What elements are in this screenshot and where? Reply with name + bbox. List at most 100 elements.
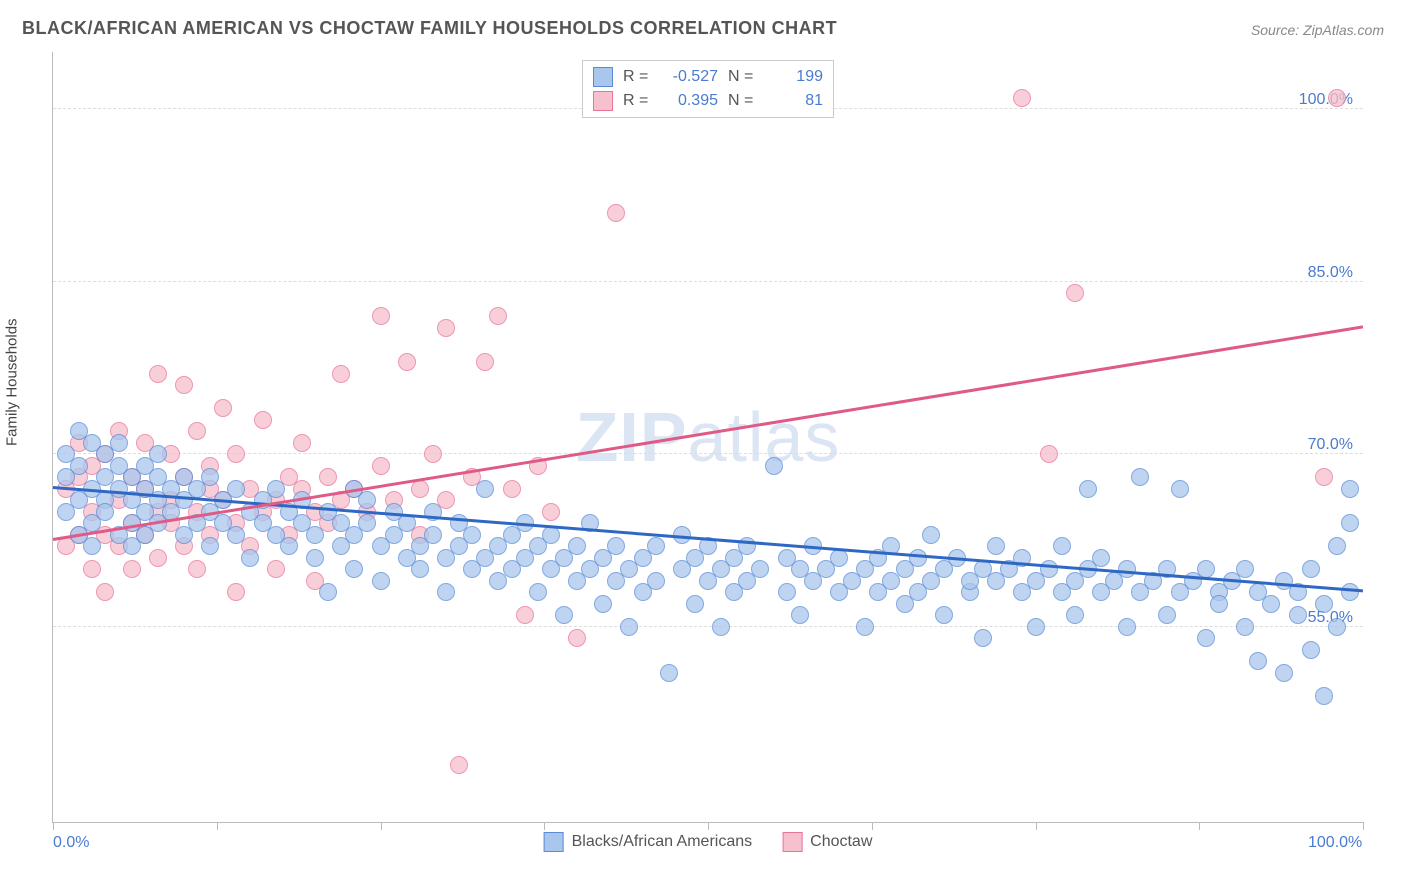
scatter-point-blue [358, 514, 376, 532]
x-tick-label: 100.0% [1308, 834, 1362, 852]
scatter-point-blue [1118, 560, 1136, 578]
y-tick-label: 70.0% [1308, 436, 1353, 454]
scatter-point-pink [1315, 468, 1333, 486]
scatter-point-pink [1040, 445, 1058, 463]
scatter-point-blue [620, 618, 638, 636]
stat-r-value: -0.527 [663, 68, 718, 86]
legend-swatch-blue [544, 832, 564, 852]
scatter-point-blue [411, 560, 429, 578]
scatter-point-blue [1197, 560, 1215, 578]
stat-r-value: 0.395 [663, 92, 718, 110]
scatter-point-blue [751, 560, 769, 578]
scatter-point-blue [1289, 606, 1307, 624]
scatter-point-blue [1197, 629, 1215, 647]
scatter-point-blue [1341, 514, 1359, 532]
scatter-point-pink [516, 606, 534, 624]
scatter-point-blue [594, 595, 612, 613]
scatter-point-blue [987, 537, 1005, 555]
scatter-point-pink [83, 560, 101, 578]
x-tick [53, 822, 54, 830]
stat-n-value: 81 [768, 92, 823, 110]
scatter-point-pink [188, 422, 206, 440]
scatter-point-blue [424, 526, 442, 544]
scatter-point-blue [660, 664, 678, 682]
scatter-point-blue [686, 595, 704, 613]
scatter-point-blue [1236, 618, 1254, 636]
legend-label: Blacks/African Americans [572, 833, 753, 851]
scatter-point-pink [424, 445, 442, 463]
scatter-point-blue [1040, 560, 1058, 578]
stat-label: R = [623, 68, 653, 86]
scatter-point-blue [267, 480, 285, 498]
legend-stats-row: R = -0.527 N = 199 [593, 65, 823, 89]
scatter-point-pink [489, 307, 507, 325]
scatter-point-pink [1328, 89, 1346, 107]
scatter-point-blue [96, 503, 114, 521]
x-tick [217, 822, 218, 830]
scatter-point-pink [227, 445, 245, 463]
scatter-point-pink [568, 629, 586, 647]
scatter-point-blue [647, 537, 665, 555]
scatter-point-pink [175, 376, 193, 394]
scatter-point-blue [529, 583, 547, 601]
legend-item: Blacks/African Americans [544, 832, 753, 852]
scatter-point-blue [1092, 549, 1110, 567]
scatter-point-blue [358, 491, 376, 509]
scatter-point-pink [267, 560, 285, 578]
scatter-point-blue [476, 480, 494, 498]
legend-stats-row: R = 0.395 N = 81 [593, 89, 823, 113]
scatter-point-pink [188, 560, 206, 578]
scatter-point-pink [398, 353, 416, 371]
scatter-point-pink [1013, 89, 1031, 107]
scatter-point-blue [712, 618, 730, 636]
chart-source: Source: ZipAtlas.com [1251, 22, 1384, 38]
scatter-point-blue [974, 629, 992, 647]
scatter-point-pink [372, 457, 390, 475]
scatter-point-blue [83, 537, 101, 555]
scatter-point-blue [935, 606, 953, 624]
y-tick-label: 85.0% [1308, 264, 1353, 282]
scatter-point-blue [830, 549, 848, 567]
scatter-point-blue [1262, 595, 1280, 613]
scatter-point-blue [1302, 641, 1320, 659]
scatter-point-blue [647, 572, 665, 590]
scatter-point-blue [1328, 537, 1346, 555]
scatter-point-pink [450, 756, 468, 774]
scatter-point-blue [201, 537, 219, 555]
legend-item: Choctaw [782, 832, 872, 852]
scatter-point-blue [568, 537, 586, 555]
watermark: ZIPatlas [576, 397, 841, 477]
scatter-point-blue [1236, 560, 1254, 578]
scatter-point-blue [607, 537, 625, 555]
scatter-point-blue [306, 526, 324, 544]
scatter-point-blue [791, 606, 809, 624]
scatter-point-blue [1275, 664, 1293, 682]
y-axis-title: Family Households [4, 318, 21, 446]
stat-n-value: 199 [768, 68, 823, 86]
scatter-point-blue [70, 457, 88, 475]
chart-title: BLACK/AFRICAN AMERICAN VS CHOCTAW FAMILY… [22, 18, 837, 39]
scatter-point-pink [542, 503, 560, 521]
stat-label: N = [728, 68, 758, 86]
scatter-point-blue [437, 583, 455, 601]
scatter-point-blue [345, 560, 363, 578]
scatter-point-blue [778, 583, 796, 601]
legend-label: Choctaw [810, 833, 872, 851]
scatter-point-blue [1053, 537, 1071, 555]
scatter-point-pink [503, 480, 521, 498]
x-tick-label: 0.0% [53, 834, 89, 852]
scatter-point-blue [856, 618, 874, 636]
scatter-point-blue [1302, 560, 1320, 578]
scatter-point-pink [332, 365, 350, 383]
scatter-point-blue [372, 572, 390, 590]
gridline-h [53, 453, 1363, 454]
scatter-point-blue [241, 549, 259, 567]
scatter-point-blue [909, 549, 927, 567]
scatter-point-blue [1315, 687, 1333, 705]
scatter-point-blue [227, 480, 245, 498]
scatter-point-pink [293, 434, 311, 452]
stat-label: N = [728, 92, 758, 110]
scatter-point-blue [463, 526, 481, 544]
scatter-point-blue [319, 583, 337, 601]
trend-line-pink [53, 325, 1363, 540]
